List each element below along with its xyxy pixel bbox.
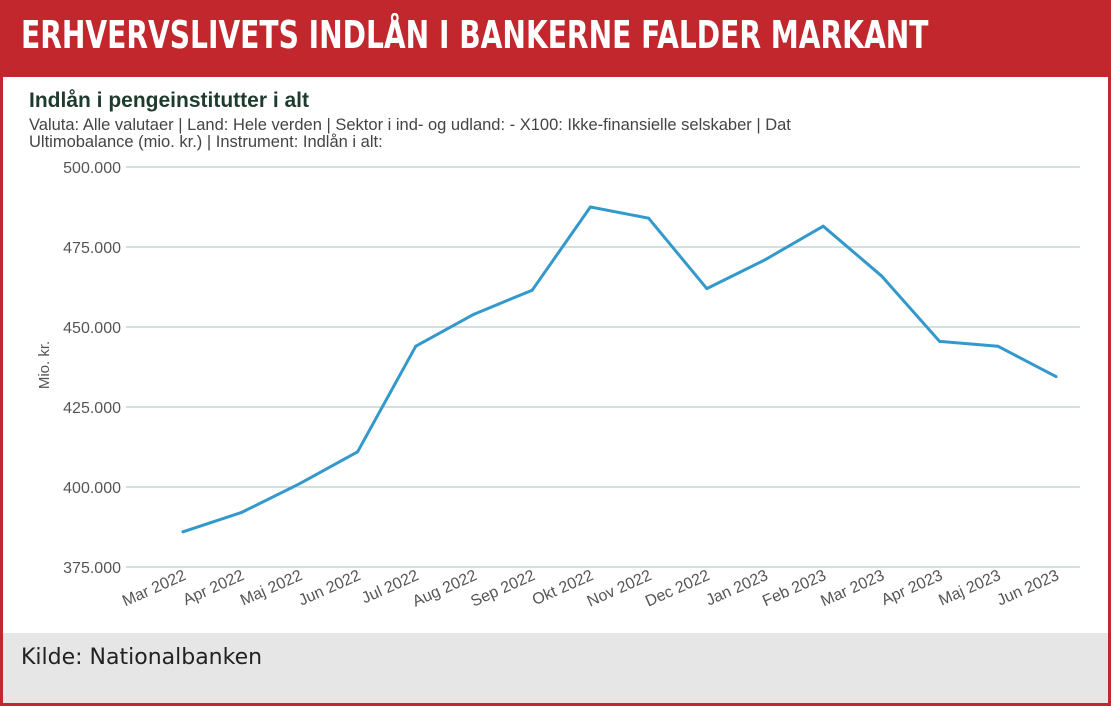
x-tick-label: Okt 2022	[530, 567, 596, 609]
x-tick-label: Dec 2022	[643, 567, 713, 610]
x-tick-label: Apr 2023	[879, 567, 945, 609]
x-tick-label: Feb 2023	[760, 567, 829, 610]
data-point	[530, 288, 534, 292]
data-point	[821, 224, 825, 228]
header-banner: ERHVERVSLIVETS INDLÅN I BANKERNE FALDER …	[3, 3, 1108, 77]
data-point	[647, 216, 651, 220]
data-point	[938, 339, 942, 343]
x-tick-label: Jan 2023	[704, 567, 771, 609]
y-tick-label: 425.000	[63, 400, 121, 417]
data-point	[414, 344, 418, 348]
chart-subtitle: Valuta: Alle valutaer | Land: Hele verde…	[29, 117, 1079, 151]
y-tick-label: 475.000	[63, 240, 121, 257]
source-footer: Kilde: Nationalbanken	[3, 633, 1108, 703]
data-point	[181, 530, 185, 534]
headline: ERHVERVSLIVETS INDLÅN I BANKERNE FALDER …	[21, 13, 929, 57]
data-point	[1054, 375, 1058, 379]
series-line	[181, 205, 1058, 534]
x-tick-label: Maj 2022	[238, 567, 305, 609]
x-tick-label: Mar 2023	[818, 567, 887, 610]
x-tick-label: Jun 2023	[995, 567, 1062, 609]
x-tick-label: Nov 2022	[585, 567, 655, 610]
data-point	[588, 205, 592, 209]
x-tick-label: Sep 2022	[468, 567, 538, 610]
data-point	[879, 274, 883, 278]
data-point	[472, 312, 476, 316]
y-tick-label: 450.000	[63, 320, 121, 337]
data-point	[705, 287, 709, 291]
y-tick-label: 400.000	[63, 480, 121, 497]
line-chart: 375.000 400.000 425.000 450.000 475.000 500.0…	[36, 160, 1080, 611]
y-tick-label: 375.000	[63, 560, 121, 577]
x-tick-label: Jun 2022	[296, 567, 363, 609]
y-axis-label: Mio. kr.	[36, 341, 53, 389]
chart-title: Indlån i pengeinstitutter i alt	[29, 89, 310, 112]
data-point	[763, 258, 767, 262]
chart-area: 375.000 400.000 425.000 450.000 475.000 500.0…	[3, 77, 1108, 633]
data-point	[239, 511, 243, 515]
data-point	[356, 450, 360, 454]
y-tick-label: 500.000	[63, 160, 121, 177]
x-tick-label: Aug 2022	[410, 567, 480, 610]
x-tick-label: Mar 2022	[120, 567, 189, 610]
x-tick-label: Maj 2023	[936, 567, 1003, 609]
data-point	[297, 482, 301, 486]
data-point	[996, 344, 1000, 348]
chart-subtitle-line-2: Ultimobalance (mio. kr.) | Instrument: I…	[29, 133, 383, 151]
x-tick-label: Apr 2022	[181, 567, 247, 609]
chart-subtitle-line-1: Valuta: Alle valutaer | Land: Hele verde…	[29, 117, 791, 134]
source-text: Kilde: Nationalbanken	[21, 645, 263, 670]
